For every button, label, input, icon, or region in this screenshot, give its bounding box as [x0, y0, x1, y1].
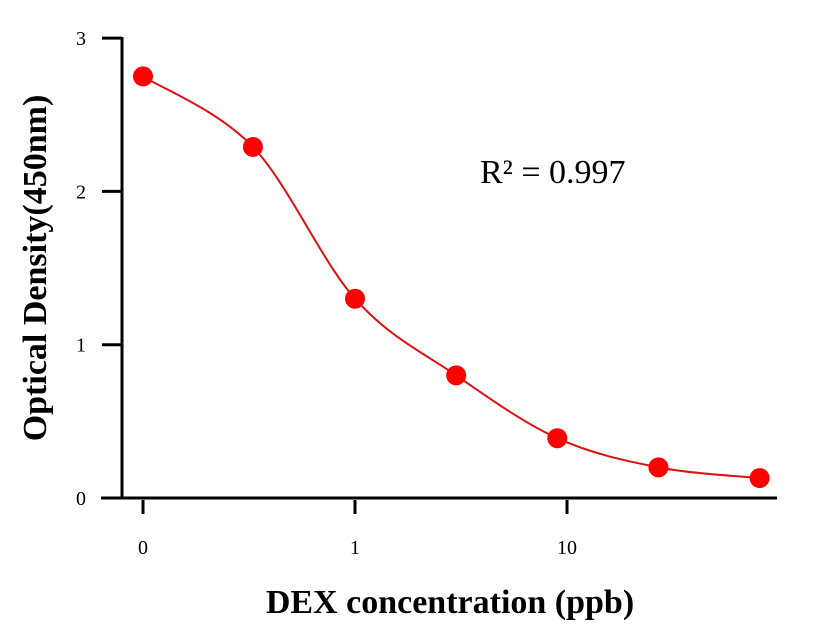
data-point	[133, 66, 153, 87]
data-point	[345, 288, 365, 309]
data-point	[547, 428, 568, 449]
y-tick-label: 3	[76, 28, 86, 50]
y-tick-label: 0	[76, 488, 86, 510]
x-tick-label: 0	[138, 537, 148, 559]
fit-curve	[142, 75, 760, 480]
data-point	[648, 457, 669, 478]
y-axis-title: Optical Density(450nm)	[17, 95, 54, 442]
x-axis-title: DEX concentration (ppb)	[266, 584, 634, 621]
x-tick-label: 1	[350, 537, 360, 559]
data-point	[242, 136, 263, 157]
r-squared-annotation: R² = 0.997	[480, 154, 626, 191]
y-tick-label: 2	[76, 181, 86, 203]
data-point	[749, 468, 770, 489]
data-point	[446, 365, 467, 386]
y-tick-label: 1	[76, 335, 86, 357]
x-tick-label: 10	[557, 537, 577, 559]
